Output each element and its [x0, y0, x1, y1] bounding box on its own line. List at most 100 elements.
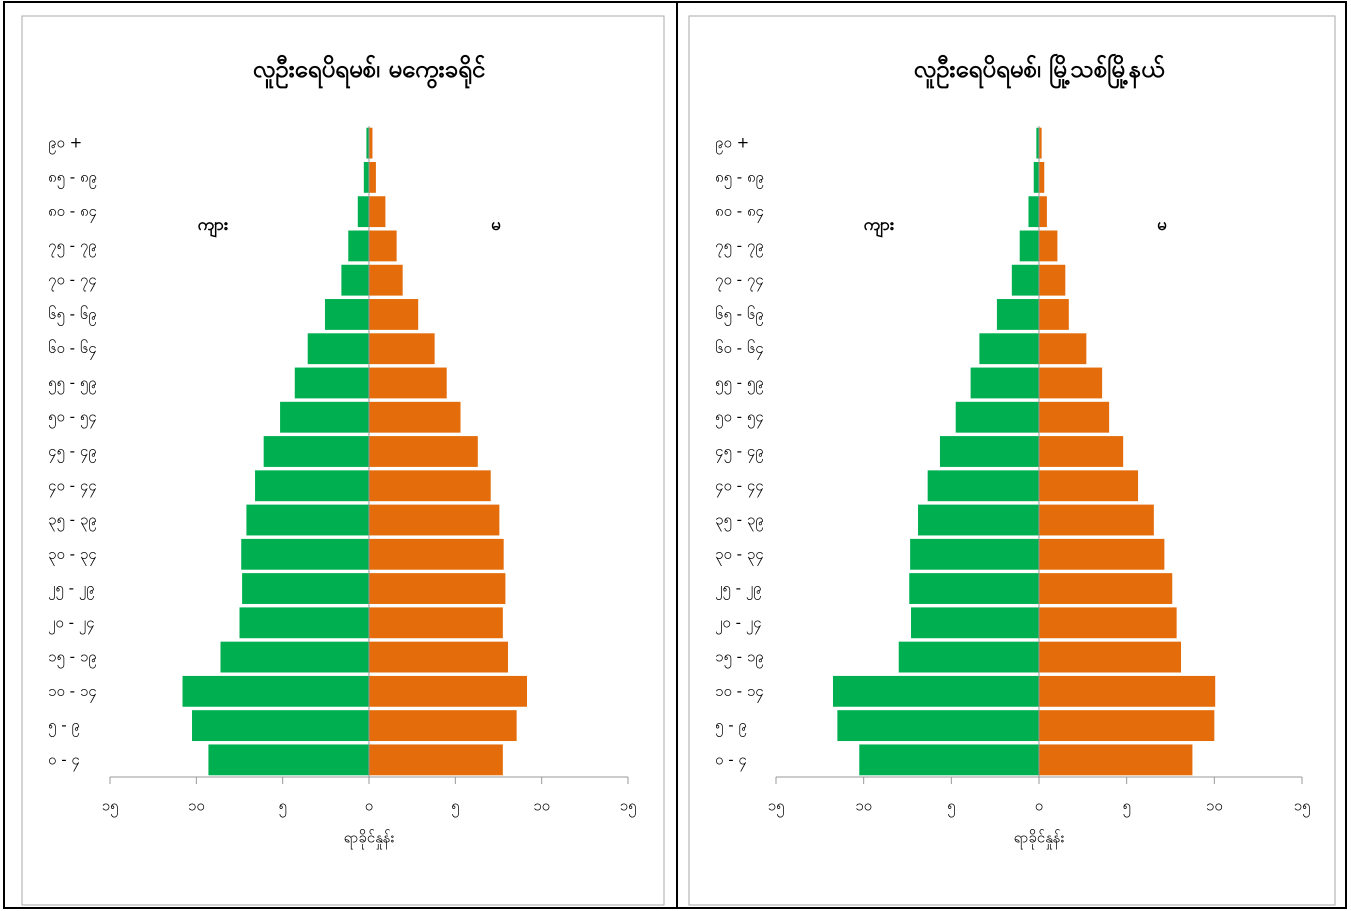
bar — [1039, 538, 1165, 570]
y-tick-label: ၀ - ၄ — [715, 750, 747, 771]
y-tick-label: ၅ - ၉ — [715, 716, 747, 737]
bar — [369, 675, 527, 707]
bar — [239, 607, 369, 639]
bar — [280, 401, 369, 433]
bar — [369, 436, 478, 467]
y-tick-label: ၇၅ - ၇၉ — [715, 236, 764, 257]
y-tick-label: ၆၅ - ၆၉ — [48, 305, 97, 326]
bar — [294, 367, 369, 399]
bar — [369, 744, 503, 776]
y-tick-label: ၇၀ - ၇၄ — [715, 271, 764, 292]
bar — [1036, 127, 1039, 159]
bar — [1039, 367, 1103, 399]
bar — [837, 710, 1039, 742]
y-tick-label: ၇၅ - ၇၉ — [48, 236, 97, 257]
bar — [348, 230, 369, 262]
y-tick-label: ၂၅ - ၂၉ — [715, 579, 762, 600]
y-tick-label: ၆၀ - ၆၄ — [715, 339, 764, 360]
bar — [369, 504, 500, 536]
bar — [1039, 333, 1087, 365]
bar — [307, 333, 369, 365]
x-tick-label: ၀ — [365, 797, 373, 815]
bar — [242, 573, 369, 604]
bar — [1039, 470, 1139, 502]
y-tick-label: ၈၅ - ၈၉ — [48, 168, 97, 189]
outer-border — [3, 1, 1347, 909]
bar — [220, 641, 369, 673]
bar — [369, 161, 376, 193]
bar — [369, 264, 403, 296]
bar — [369, 127, 373, 159]
bar — [1039, 127, 1042, 159]
y-tick-label: ၁၀ - ၁၄ — [48, 682, 97, 703]
legend-label: မ — [1157, 215, 1167, 235]
legend-label: ကျား — [198, 215, 229, 239]
bar — [369, 299, 419, 330]
bar — [1028, 196, 1039, 228]
x-tick-label: ၅ — [451, 797, 459, 818]
bar — [357, 196, 369, 228]
bar — [1039, 641, 1182, 673]
y-tick-label: ၁၅ - ၁၉ — [715, 648, 764, 669]
bar — [369, 367, 447, 399]
x-tick-label: ၁၅ — [1294, 797, 1311, 818]
y-tick-label: ၇၀ - ၇၄ — [48, 271, 97, 292]
chart-frame — [21, 15, 665, 906]
bar — [927, 470, 1039, 502]
legend-label: ကျား — [864, 215, 895, 239]
chart-title: လူဦးရေပိရမစ်၊ မြို့သစ်မြို့နယ် — [914, 53, 1166, 89]
y-tick-label: ၄၅ - ၄၉ — [715, 442, 764, 463]
bar — [1039, 573, 1173, 604]
x-tick-label: ၁၀ — [533, 797, 550, 815]
y-tick-label: ၈၀ - ၈၄ — [715, 202, 764, 223]
bar — [255, 470, 369, 502]
y-tick-label: ၅၀ - ၅၄ — [48, 408, 97, 429]
bar — [1039, 504, 1154, 536]
y-tick-label: ၈၅ - ၈၉ — [715, 168, 764, 189]
x-tick-label: ၁၅ — [102, 797, 119, 818]
chart-title: လူဦးရေပိရမစ်၊ မကွေးခရိုင် — [253, 54, 485, 89]
bar — [369, 333, 435, 365]
bar — [208, 744, 369, 776]
y-tick-label: ၂၀ - ၂၄ — [48, 613, 95, 634]
y-tick-label: ၃၀ - ၃၄ — [48, 545, 97, 566]
bar — [1011, 264, 1039, 296]
x-tick-label: ၅ — [947, 797, 955, 818]
bar — [1039, 161, 1045, 193]
bar — [1039, 744, 1193, 776]
bar — [192, 710, 369, 742]
bar — [832, 675, 1039, 707]
y-tick-label: ၈၀ - ၈၄ — [48, 202, 97, 223]
bar — [369, 641, 508, 673]
bar — [369, 607, 503, 639]
bar — [369, 710, 517, 742]
bar — [341, 264, 369, 296]
bar — [1019, 230, 1039, 262]
bar — [918, 504, 1039, 536]
y-tick-label: ၆၅ - ၆၉ — [715, 305, 764, 326]
y-tick-label: ၉၀ + — [715, 134, 749, 155]
x-tick-label: ၅ — [1122, 797, 1130, 818]
bar — [369, 538, 504, 570]
y-tick-label: ၅၅ - ၅၉ — [48, 373, 97, 394]
bar — [1039, 607, 1177, 639]
x-tick-label: ၁၀ — [855, 797, 872, 815]
y-tick-label: ၄၅ - ၄၉ — [48, 442, 97, 463]
legend-label: မ — [491, 215, 501, 235]
bar — [979, 333, 1039, 365]
bar — [363, 161, 369, 193]
x-tick-label: ၁၅ — [620, 797, 637, 818]
y-tick-label: ၅၀ - ၅၄ — [715, 408, 764, 429]
bar — [1039, 196, 1047, 228]
bar — [366, 127, 369, 159]
bar — [1039, 710, 1215, 742]
bar — [1039, 675, 1216, 707]
bar — [910, 538, 1039, 570]
x-axis-label: ရာခိုင်နှုန်း — [1014, 829, 1065, 850]
y-tick-label: ၃၀ - ၃၄ — [715, 545, 764, 566]
y-tick-label: ၂၀ - ၂၄ — [715, 613, 762, 634]
y-tick-label: ၀ - ၄ — [48, 750, 80, 771]
x-axis-label: ရာခိုင်နှုန်း — [344, 829, 395, 850]
bar — [369, 401, 461, 433]
